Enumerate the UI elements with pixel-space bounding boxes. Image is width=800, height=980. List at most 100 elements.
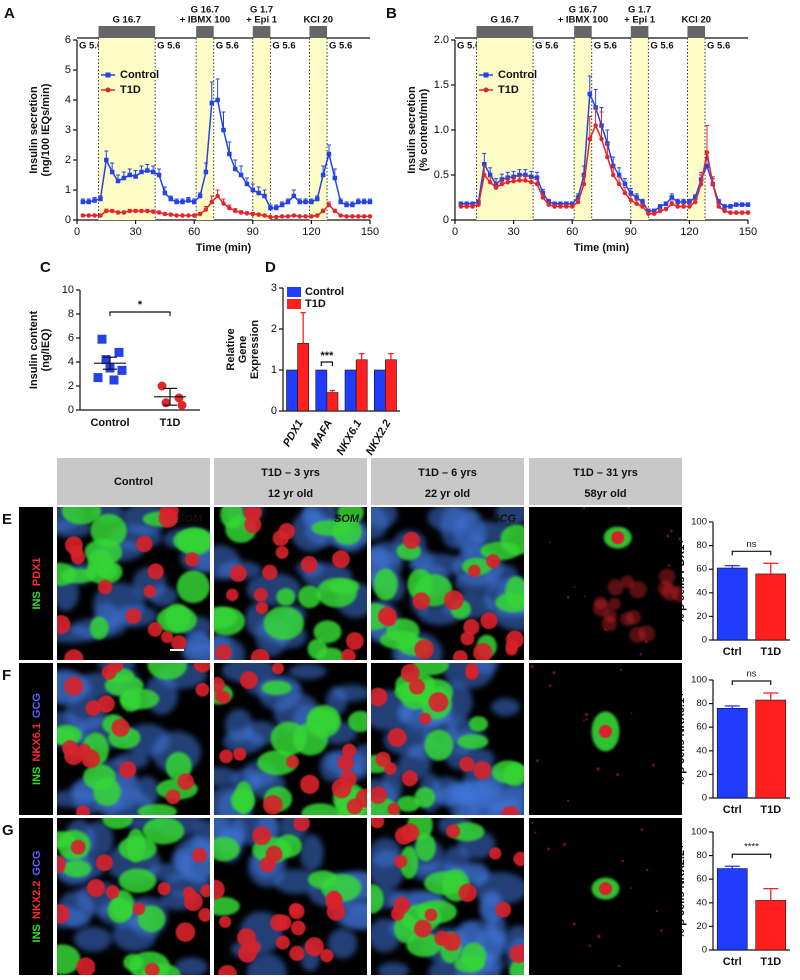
micrograph: [57, 507, 210, 660]
nucleus: [86, 879, 105, 897]
background-speck: [582, 507, 586, 510]
micrograph: [371, 507, 524, 660]
nucleus: [226, 588, 239, 602]
data-point: [745, 210, 751, 216]
insulin-signal: [107, 898, 133, 924]
background-speck: [572, 922, 576, 926]
y-axis-label: (ng/100 IEQs/min): [40, 83, 52, 176]
data-point: [458, 204, 464, 209]
data-point: [109, 169, 115, 175]
nucleus: [472, 761, 492, 780]
y-tick-label: 0: [702, 793, 707, 804]
nucleus: [195, 682, 210, 697]
data-point: [309, 199, 314, 205]
data-point: [523, 172, 528, 178]
x-tick-label: Ctrl: [723, 646, 742, 658]
data-point: [470, 201, 475, 207]
nucleus: [145, 962, 160, 975]
data-point: [186, 213, 191, 218]
y-tick-label: 10: [62, 284, 74, 296]
stain-name: INS: [31, 591, 43, 609]
insulin-signal: [316, 577, 358, 608]
data-point: [268, 205, 273, 211]
micrograph: [371, 663, 524, 815]
faint-nucleus: [671, 585, 682, 603]
background-speck: [627, 507, 630, 509]
micrograph: [371, 818, 524, 975]
y-tick-label: 1: [271, 364, 277, 376]
nucleus: [57, 615, 71, 635]
y-tick-label: 0: [443, 214, 449, 226]
stimulus-bar: [630, 26, 649, 38]
data-point: [517, 178, 522, 183]
y-axis-label: (% content/min): [418, 88, 430, 171]
stimulus-label: KCl 20: [681, 15, 711, 26]
legend-swatch: [287, 299, 301, 309]
data-point: [476, 202, 481, 207]
insulin-signal: [491, 760, 524, 784]
nucleus: [214, 677, 225, 693]
y-tick-label: 4: [65, 94, 71, 106]
insulin-signal: [147, 663, 188, 680]
nucleus: [57, 855, 66, 874]
y-tick-label: 80: [696, 698, 707, 709]
data-point: [86, 199, 91, 205]
x-tick-label: 150: [739, 226, 757, 238]
y-tick-label: 60: [696, 874, 707, 885]
legend-marker: [105, 87, 111, 93]
data-point: [716, 204, 721, 209]
y-tick-label: 3: [271, 282, 277, 294]
data-point: [657, 208, 663, 214]
glucagon-signal: [333, 684, 367, 702]
nucleus: [599, 882, 612, 896]
data-point: [350, 202, 355, 208]
data-point: [127, 208, 132, 214]
insulin-signal: [176, 570, 210, 604]
data-point: [693, 199, 698, 205]
nucleus: [253, 587, 268, 602]
row-label-strip: [19, 818, 53, 975]
background-speck: [566, 799, 570, 802]
data-point: [315, 196, 320, 202]
y-tick-label: 2: [68, 380, 74, 392]
background-speck: [678, 537, 681, 541]
nucleus: [304, 937, 324, 957]
x-tick-label: 0: [452, 226, 458, 238]
column-subtitle: 12 yr old: [268, 488, 313, 500]
legend-marker: [105, 72, 111, 78]
data-point: [92, 213, 97, 218]
nucleus: [401, 770, 418, 787]
insulin-signal: [137, 905, 166, 933]
nucleus: [320, 949, 334, 963]
data-point: [628, 197, 634, 203]
x-tick-label: 60: [566, 226, 578, 238]
nucleus: [259, 856, 276, 873]
data-point: [174, 199, 179, 205]
nucleus: [97, 695, 115, 713]
insulin-signal: [176, 527, 210, 556]
insulin-signal: [371, 884, 384, 914]
y-tick-label: 2: [65, 154, 71, 166]
stain-overlay-label: SOM: [334, 513, 360, 525]
data-point: [734, 210, 739, 216]
nucleus: [247, 940, 261, 954]
data-point: [470, 204, 475, 209]
stimulus-bar: [196, 26, 214, 38]
nucleus: [239, 671, 258, 689]
data-point: [232, 208, 238, 214]
significance-label: ***: [320, 350, 334, 362]
data-point: [675, 199, 680, 205]
background-speck: [582, 719, 585, 722]
y-axis-label: Insulin secretion: [406, 86, 418, 174]
data-point: [669, 201, 675, 207]
data-point: [558, 201, 563, 207]
nucleus: [332, 550, 350, 569]
data-point: [244, 181, 250, 187]
stimulus-label: KCl 20: [303, 15, 333, 26]
data-point: [605, 154, 610, 160]
data-point: [227, 205, 232, 211]
nucleus: [326, 890, 342, 906]
background-speck: [596, 767, 600, 771]
data-point: [704, 150, 710, 155]
insulin-signal: [83, 764, 116, 790]
